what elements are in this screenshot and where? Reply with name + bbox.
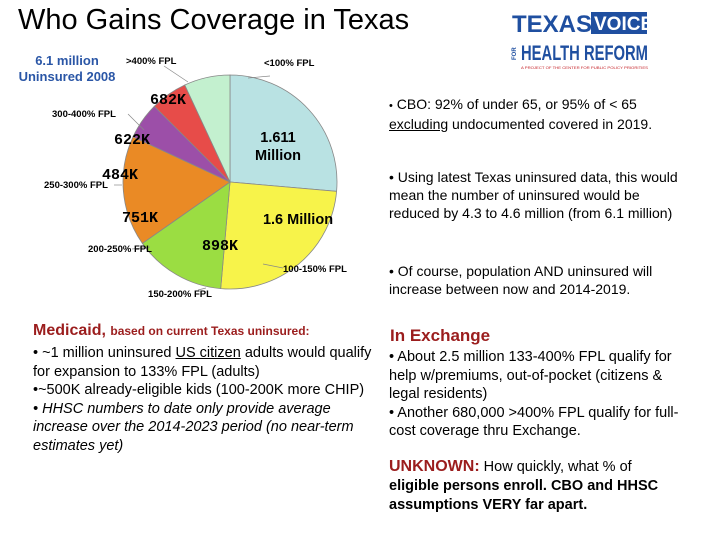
pie-leader-line — [262, 263, 284, 269]
exchange-heading: In Exchange — [390, 326, 491, 345]
medicaid-bullet-2: •~500K already-eligible kids (100-200K m… — [33, 382, 365, 398]
texas-voice-logo: TEXAS VOICE FOR HEALTH REFORM A PROJECT … — [512, 11, 650, 70]
unknown-text-1: How quickly, what % of — [479, 459, 632, 475]
pie-category-label: 150-200% FPL — [148, 289, 212, 300]
unknown-text-2: eligible persons enroll. CBO and HHSC as… — [389, 478, 659, 513]
pie-value-label: 682K — [150, 92, 186, 109]
pie-value-label: 622K — [114, 132, 150, 149]
cbo-bullet: • — [389, 100, 393, 112]
logo-texas-text: TEXAS — [512, 11, 592, 38]
exchange-bullets: • About 2.5 million 133-400% FPL qualify… — [389, 348, 689, 441]
exchange-bullet-1: • About 2.5 million 133-400% FPL qualify… — [389, 349, 672, 402]
pie-category-label: <100% FPL — [264, 58, 315, 69]
cbo-text-pre: CBO: 92% of under 65, or 95% of < 65 — [396, 96, 637, 112]
medicaid-bullet-1: • ~1 million uninsured US citizen adults… — [33, 345, 372, 380]
pie-leader-line — [163, 65, 189, 83]
slide-title: Who Gains Coverage in Texas — [18, 4, 410, 36]
pie-value-label: 1.6 Million — [263, 212, 333, 228]
population-increase-note: • Of course, population AND uninsured wi… — [389, 263, 653, 297]
pie-leader-line — [127, 113, 145, 131]
pie-category-label: 300-400% FPL — [52, 109, 116, 120]
pie-value-label: 898K — [202, 238, 238, 255]
pie-slice — [184, 74, 231, 183]
cbo-underlined: excluding — [389, 116, 449, 132]
unknown-label: UNKNOWN: — [389, 458, 480, 475]
pie-category-label: >400% FPL — [126, 56, 177, 67]
pie-category-label: 250-300% FPL — [44, 180, 108, 191]
chart-subtitle: 6.1 million Uninsured 2008 — [18, 53, 116, 84]
cbo-note: • CBO: 92% of under 65, or 95% of < 65 e… — [389, 95, 689, 133]
medicaid-bullet-3: • HHSC numbers to date only provide aver… — [33, 400, 354, 454]
pie-value-label: 1.611 Million — [255, 130, 301, 164]
pie-leader-line — [197, 287, 207, 291]
pie-leader-line — [131, 246, 151, 250]
pie-slice — [229, 74, 338, 192]
medicaid-title: Medicaid, — [33, 322, 106, 339]
logo-health-reform-text: HEALTH REFORM — [521, 42, 648, 65]
medicaid-subtitle: based on current Texas uninsured: — [110, 324, 310, 338]
logo-tagline: A PROJECT OF THE CENTER FOR PUBLIC POLIC… — [521, 66, 649, 70]
us-citizen-underlined: US citizen — [175, 345, 241, 361]
pie-value-label: 484K — [102, 167, 138, 184]
cbo-text-post: undocumented covered in 2019. — [448, 116, 653, 132]
exchange-bullet-2: • Another 680,000 >400% FPL qualify for … — [389, 404, 679, 440]
latest-data-note: • Using latest Texas uninsured data, thi… — [389, 169, 678, 221]
medicaid-heading: Medicaid, based on current Texas uninsur… — [33, 322, 310, 340]
pie-category-label: 100-150% FPL — [283, 264, 347, 275]
pie-slice — [122, 136, 231, 244]
unknown-note: UNKNOWN: How quickly, what % of eligible… — [389, 457, 694, 515]
logo-voice-text: VOICE — [594, 14, 650, 35]
pie-value-label: 751K — [122, 210, 158, 227]
uninsured-pie-chart: 1.611 Million <100% FPL 1.6 Million 100-150%… — [44, 56, 347, 300]
logo-voice-box — [591, 12, 647, 34]
medicaid-bullets: • ~1 million uninsured US citizen adults… — [33, 344, 383, 455]
pie-category-label: 200-250% FPL — [88, 244, 152, 255]
logo-for-text: FOR — [512, 47, 518, 60]
pie-slice — [220, 181, 338, 290]
pie-slice — [141, 181, 231, 290]
pie-leader-line — [247, 75, 271, 79]
